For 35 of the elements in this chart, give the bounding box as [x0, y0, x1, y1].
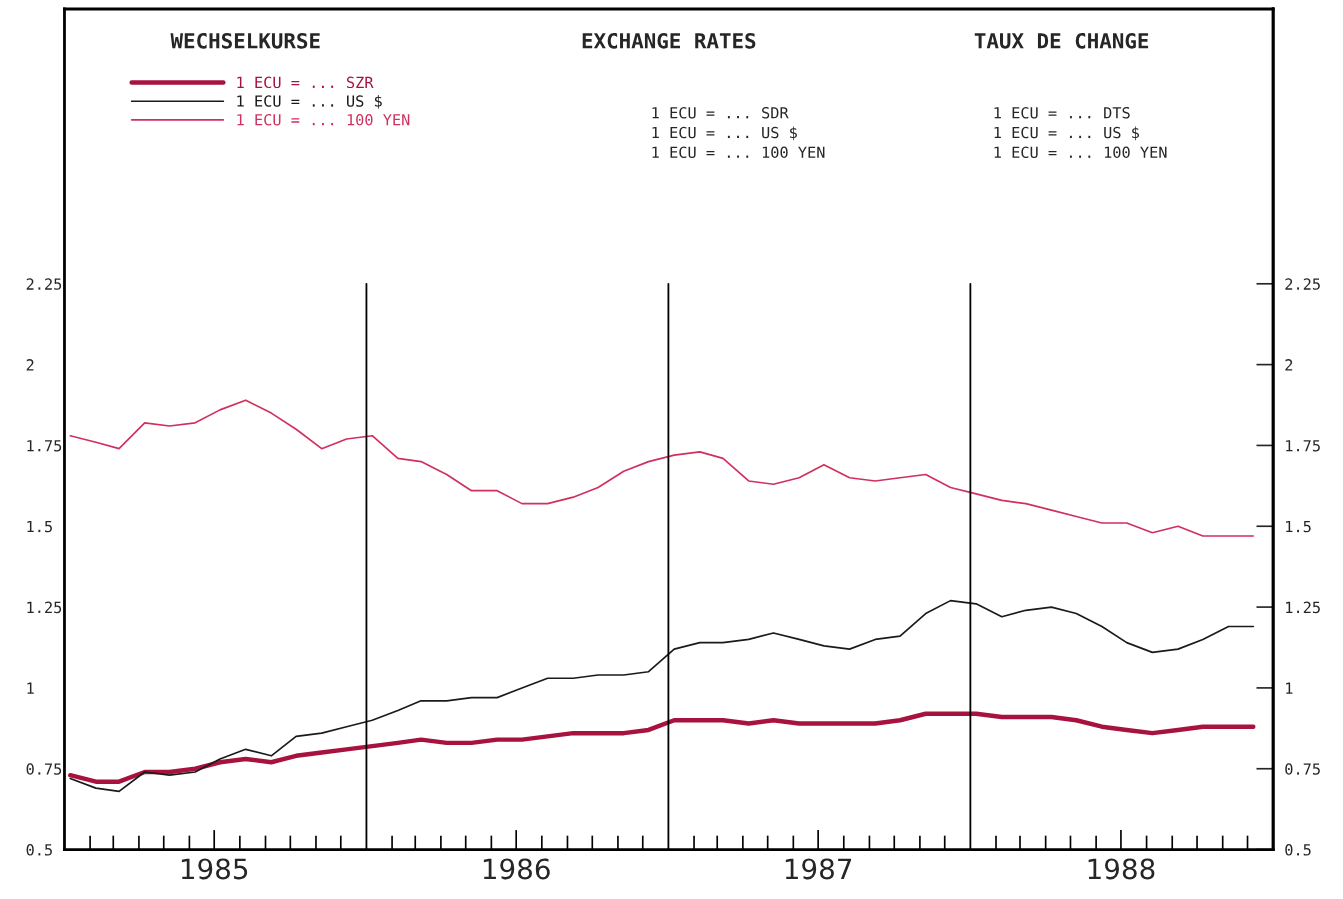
y2-tick-label: 1	[1286, 682, 1293, 694]
annotation: 1 ECU = ... 100 YEN	[652, 146, 825, 159]
text: WECHSELKURSE	[170, 32, 320, 49]
annotation: TAUX DE CHANGE	[974, 32, 1149, 49]
annotation: 1 ECU = ... US $	[994, 126, 1140, 141]
annotation: 1 ECU = ... 100 YEN	[994, 146, 1167, 159]
y-tick-label: 1	[27, 682, 34, 694]
text: 1 ECU = ... US $	[237, 94, 382, 109]
y2-tick-label: 1.75	[1286, 440, 1320, 452]
y-tick-label: 1.25	[27, 601, 62, 614]
y2-tick-label: 0.5	[1285, 844, 1311, 856]
line-series	[69, 399, 1255, 537]
line-series	[68, 711, 1256, 784]
annotation: 1 ECU = ... US $	[652, 126, 797, 141]
y2-tick-label: 2.25	[1285, 278, 1320, 290]
x-tick-label: 1987	[785, 858, 852, 880]
annotation: EXCHANGE RATES	[582, 32, 756, 49]
x-tick-label: 1985	[181, 858, 248, 880]
text: 1 ECU = ... 100 YEN	[237, 113, 410, 126]
annotation: 1 ECU = ... DTS	[994, 106, 1130, 119]
y2-tick-label: 1.25	[1286, 601, 1320, 614]
y-tick-label: 1.5	[27, 520, 52, 533]
y2-tick-label: 1.5	[1286, 520, 1311, 533]
x-tick-label: 1986	[483, 858, 550, 880]
line-series	[69, 599, 1255, 793]
annotation: 1 ECU = ... SDR	[652, 106, 789, 119]
text: 1 ECU = ... SZR	[237, 76, 374, 89]
y2-tick-label: 0.75	[1285, 763, 1320, 775]
y-tick-label: 0.75	[26, 763, 62, 775]
x-tick-label: 1988	[1088, 858, 1155, 880]
y-tick-label: 1.75	[27, 440, 62, 452]
y-tick-label: 0.5	[26, 844, 52, 856]
y-tick-label: 2	[26, 359, 34, 371]
y-tick-label: 2.25	[26, 278, 62, 290]
y2-tick-label: 2	[1285, 359, 1293, 371]
